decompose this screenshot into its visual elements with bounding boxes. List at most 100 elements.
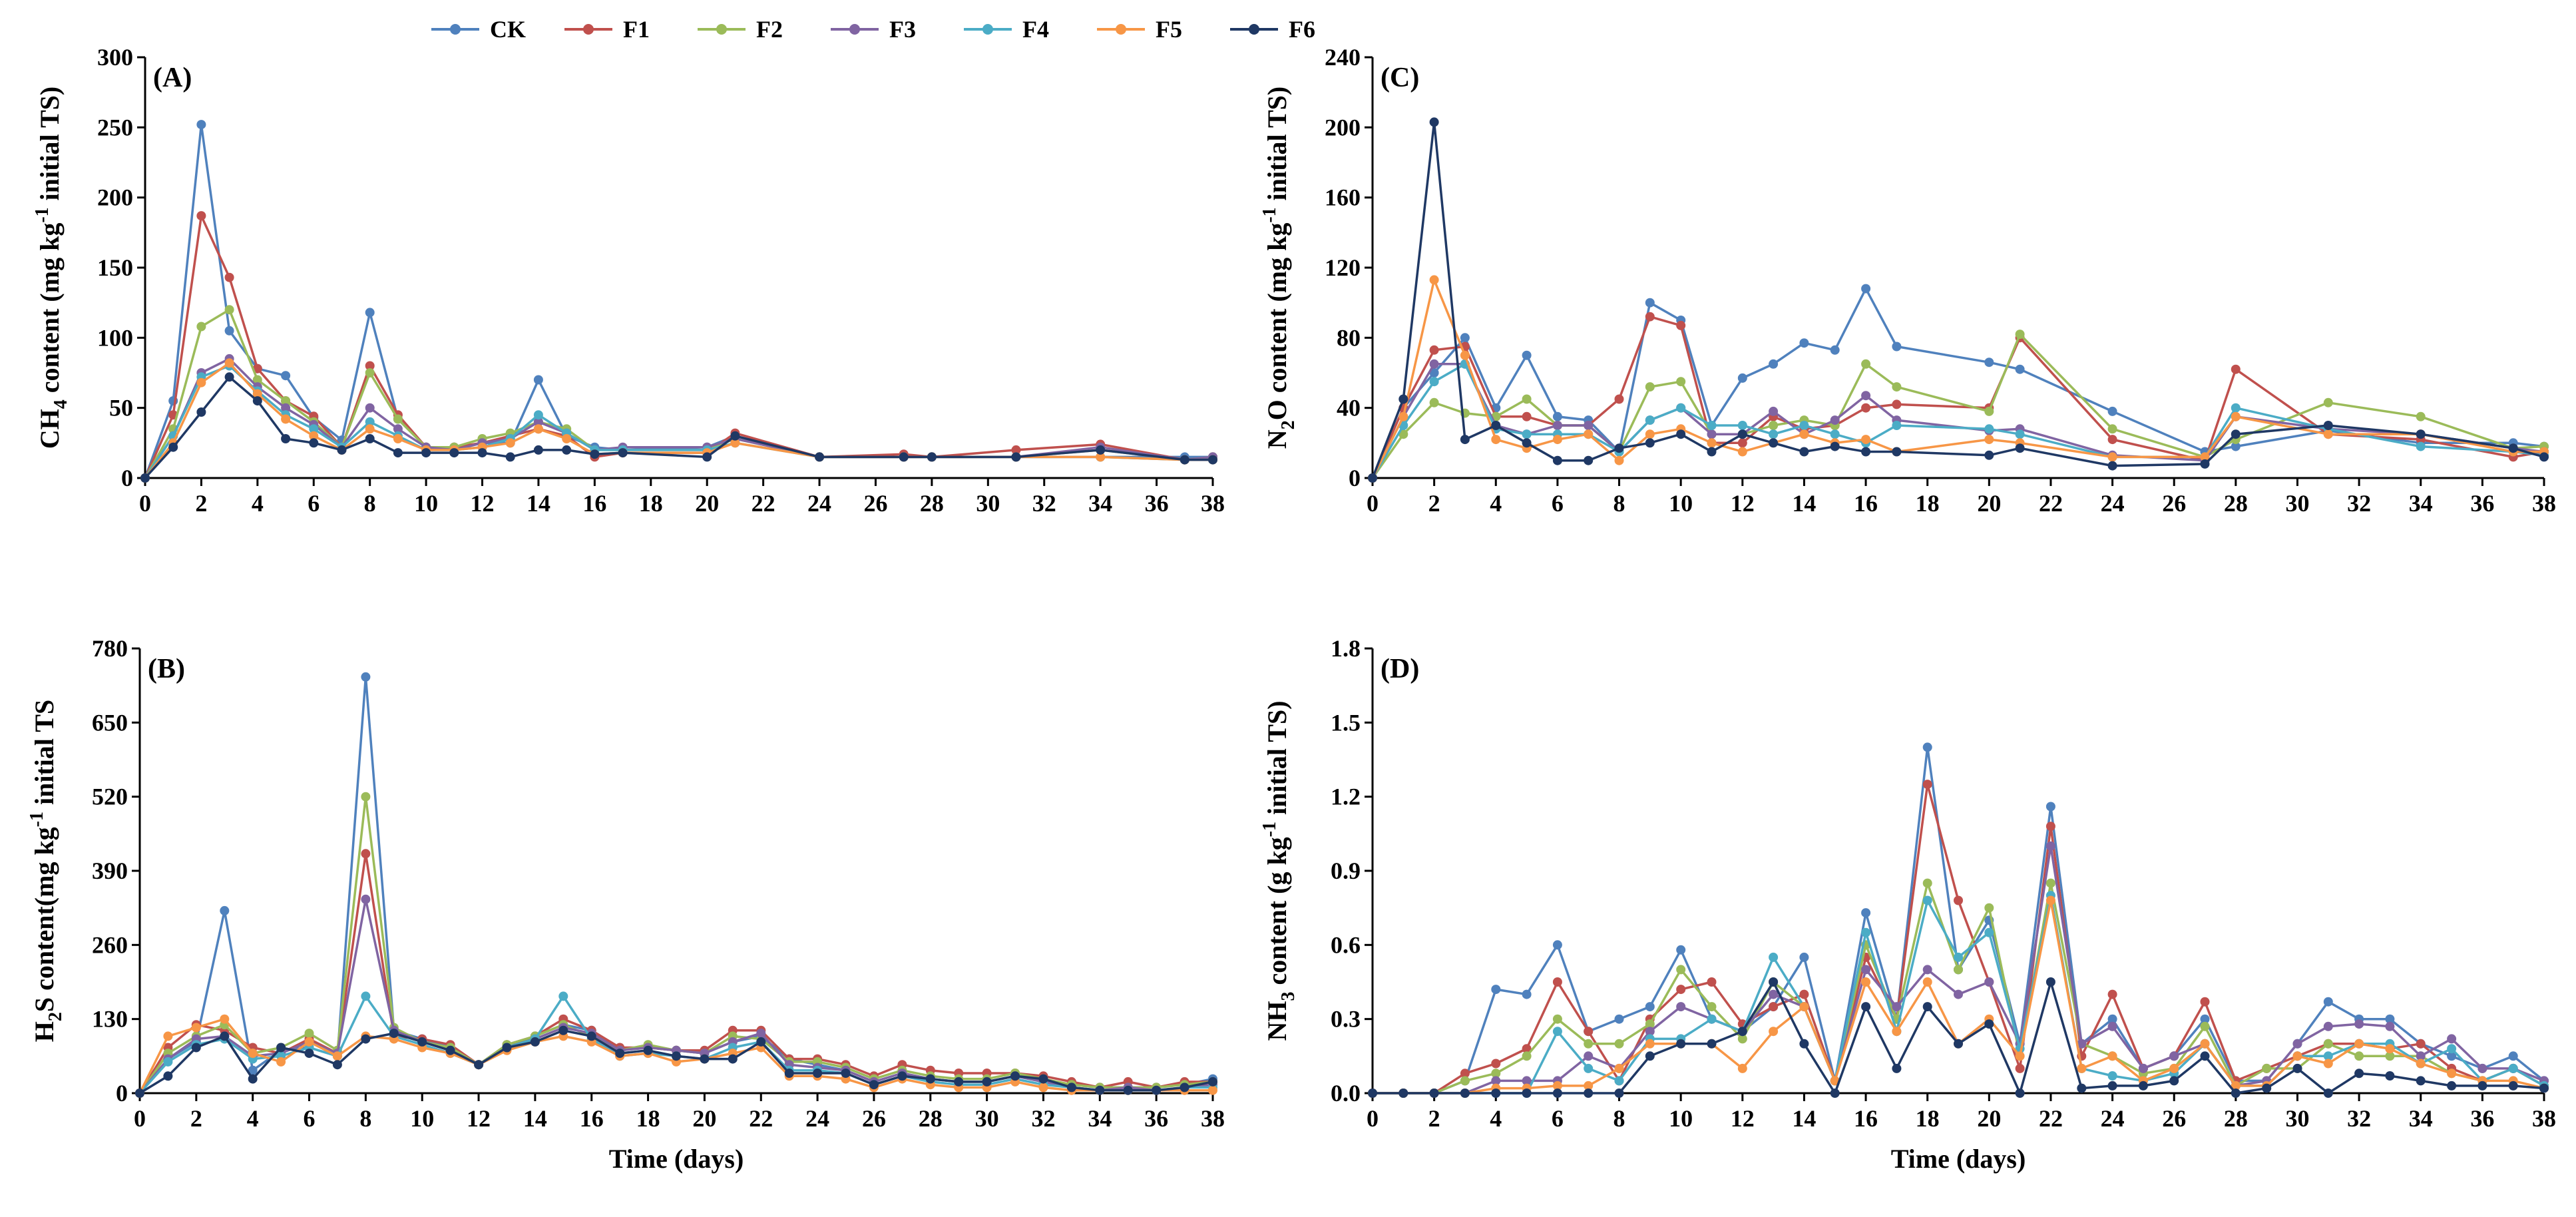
data-point — [2107, 1051, 2117, 1061]
series-f6 — [1368, 977, 2549, 1098]
data-point — [2323, 397, 2333, 407]
data-point — [2138, 1063, 2148, 1073]
data-point — [1769, 952, 1779, 962]
data-point — [1954, 895, 1963, 905]
data-point — [2539, 452, 2549, 462]
data-point — [1707, 977, 1717, 987]
data-point — [281, 396, 291, 406]
data-point — [1737, 373, 1747, 383]
legend-marker-f1 — [583, 24, 594, 35]
data-point — [2292, 1063, 2302, 1073]
legend: CK F1 F2 F3 F4 F5 F6 — [431, 16, 1315, 43]
x-tick-label: 28 — [919, 1105, 943, 1132]
x-tick-label: 22 — [751, 490, 775, 517]
data-point — [1922, 965, 1932, 975]
y-tick-label: 1.5 — [1331, 709, 1361, 736]
x-tick-label: 14 — [523, 1105, 547, 1132]
x-tick-label: 4 — [1490, 1105, 1502, 1132]
x-tick-label: 10 — [1669, 1105, 1693, 1132]
x-tick-label: 30 — [2285, 1105, 2309, 1132]
data-point — [1922, 895, 1932, 905]
x-tick-label: 18 — [1916, 490, 1940, 517]
x-tick-label: 36 — [1145, 490, 1169, 517]
data-point — [309, 438, 319, 448]
data-point — [365, 403, 375, 413]
data-point — [276, 1043, 286, 1053]
x-tick-label: 24 — [807, 490, 831, 517]
data-point — [2015, 330, 2025, 340]
x-tick-label: 38 — [1201, 490, 1225, 517]
data-point — [276, 1057, 286, 1067]
data-point — [869, 1080, 879, 1090]
x-tick-label: 30 — [975, 1105, 999, 1132]
data-point — [1584, 1051, 1594, 1061]
x-tick-label: 0 — [1367, 1105, 1379, 1132]
data-point — [1861, 1002, 1871, 1012]
data-point — [1707, 447, 1717, 457]
x-tick-label: 36 — [2470, 1105, 2494, 1132]
data-point — [1522, 429, 1532, 439]
data-point — [2323, 997, 2333, 1007]
data-point — [730, 431, 740, 441]
data-point — [2292, 1039, 2302, 1049]
data-point — [1645, 1039, 1655, 1049]
series-f1 — [1368, 312, 2549, 483]
y-tick-label: 260 — [92, 931, 128, 958]
x-tick-label: 18 — [636, 1105, 660, 1132]
data-point — [1208, 455, 1217, 465]
series-line-ck — [1371, 287, 2545, 479]
data-point — [1922, 742, 1932, 752]
data-point — [2107, 452, 2117, 462]
legend-marker-f4 — [982, 24, 993, 35]
data-point — [1038, 1083, 1048, 1093]
series-ck — [135, 672, 1217, 1098]
data-point — [1011, 452, 1021, 462]
x-tick-label: 22 — [2039, 1105, 2063, 1132]
x-tick-label: 22 — [2039, 490, 2063, 517]
series-line-f2 — [1373, 881, 2545, 1095]
data-point — [1892, 1002, 1902, 1012]
data-point — [2231, 411, 2241, 421]
data-point — [2354, 1019, 2364, 1029]
y-tick-label: 780 — [92, 635, 128, 662]
data-point — [196, 377, 206, 387]
data-point — [304, 1029, 314, 1039]
data-point — [1645, 1027, 1655, 1037]
data-point — [1892, 399, 1902, 409]
data-point — [1614, 1076, 1624, 1086]
data-point — [332, 1060, 342, 1070]
legend-label-f4: F4 — [1022, 16, 1049, 43]
data-point — [1398, 394, 1408, 404]
data-point — [1522, 394, 1532, 404]
series-line-f6 — [144, 375, 1213, 479]
data-point — [558, 1025, 568, 1035]
x-tick-label: 16 — [582, 490, 606, 517]
data-point — [1460, 1089, 1470, 1098]
x-tick-label: 20 — [1977, 1105, 2001, 1132]
x-tick-label: 24 — [2101, 490, 2125, 517]
data-point — [248, 1074, 258, 1084]
y-tick-label: 80 — [1337, 324, 1361, 351]
data-point — [562, 445, 572, 455]
data-point — [361, 894, 371, 904]
data-point — [2015, 364, 2025, 374]
x-tick-label: 12 — [467, 1105, 491, 1132]
y-axis-label: N2O content (mg kg-1 initial TS) — [1259, 87, 1299, 449]
data-point — [2262, 1063, 2272, 1073]
data-point — [417, 1037, 427, 1047]
data-point — [1095, 1085, 1105, 1095]
data-point — [1552, 435, 1562, 445]
data-point — [1830, 441, 1840, 451]
x-tick-label: 2 — [1428, 1105, 1440, 1132]
x-tick-label: 6 — [1552, 1105, 1564, 1132]
data-point — [2416, 429, 2426, 439]
data-point — [1676, 945, 1686, 955]
data-point — [1429, 275, 1439, 285]
data-point — [1584, 1027, 1594, 1037]
data-point — [2323, 429, 2333, 439]
data-point — [1954, 965, 1963, 975]
data-point — [2323, 1059, 2333, 1069]
data-point — [389, 1029, 399, 1039]
data-point — [1645, 298, 1655, 308]
x-tick-label: 22 — [749, 1105, 773, 1132]
